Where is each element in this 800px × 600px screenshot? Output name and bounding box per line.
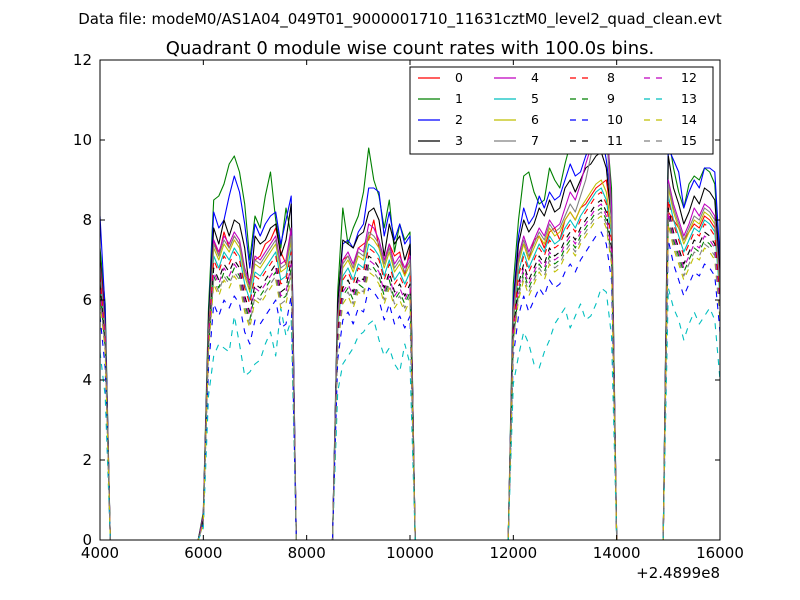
y-tick-label: 0 xyxy=(82,531,92,549)
legend-label-3: 3 xyxy=(455,133,463,148)
x-axis: 4000 6000 8000 10000 12000 14000 16000 xyxy=(81,60,744,562)
chart-title: Quadrant 0 module wise count rates with … xyxy=(166,38,655,59)
legend-label-7: 7 xyxy=(531,133,539,148)
legend-label-12: 12 xyxy=(681,70,697,85)
series-line-7 xyxy=(100,95,720,540)
legend-label-10: 10 xyxy=(607,112,623,127)
legend-label-13: 13 xyxy=(681,91,697,106)
x-tick-label: 6000 xyxy=(184,544,222,562)
x-axis-offset-label: +2.4899e8 xyxy=(636,564,720,582)
legend-frame xyxy=(409,66,714,155)
y-tick-label: 6 xyxy=(82,291,92,309)
x-tick-label: 12000 xyxy=(489,544,537,562)
series-line-8 xyxy=(100,191,720,540)
x-tick-label: 8000 xyxy=(288,544,326,562)
y-tick-label: 2 xyxy=(82,451,92,469)
x-tick-label: 16000 xyxy=(696,544,744,562)
legend-label-6: 6 xyxy=(531,112,539,127)
legend-label-14: 14 xyxy=(681,112,697,127)
x-tick-label: 10000 xyxy=(386,544,434,562)
legend-label-5: 5 xyxy=(531,91,539,106)
series-group xyxy=(100,95,720,540)
y-tick-label: 10 xyxy=(73,131,92,149)
series-line-6 xyxy=(100,179,720,540)
legend-label-2: 2 xyxy=(455,112,463,127)
series-line-12 xyxy=(100,203,720,540)
series-line-3 xyxy=(100,151,720,540)
series-line-13 xyxy=(100,287,720,540)
x-tick-label: 14000 xyxy=(593,544,641,562)
legend-label-1: 1 xyxy=(455,91,463,106)
y-tick-label: 8 xyxy=(82,211,92,229)
y-tick-label: 4 xyxy=(82,371,92,389)
y-tick-label: 12 xyxy=(73,51,92,69)
figure-suptitle: Data file: modeM0/AS1A04_049T01_90000017… xyxy=(78,10,722,29)
series-line-4 xyxy=(100,107,720,540)
legend-label-0: 0 xyxy=(455,70,463,85)
series-line-14 xyxy=(100,215,720,540)
legend-label-4: 4 xyxy=(531,70,539,85)
legend-label-15: 15 xyxy=(681,133,697,148)
series-line-2 xyxy=(100,131,720,540)
legend-label-8: 8 xyxy=(607,70,615,85)
x-tick-label: 4000 xyxy=(81,544,119,562)
series-line-5 xyxy=(100,187,720,540)
series-line-9 xyxy=(100,207,720,540)
legend-label-11: 11 xyxy=(607,133,623,148)
legend-label-9: 9 xyxy=(607,91,615,106)
